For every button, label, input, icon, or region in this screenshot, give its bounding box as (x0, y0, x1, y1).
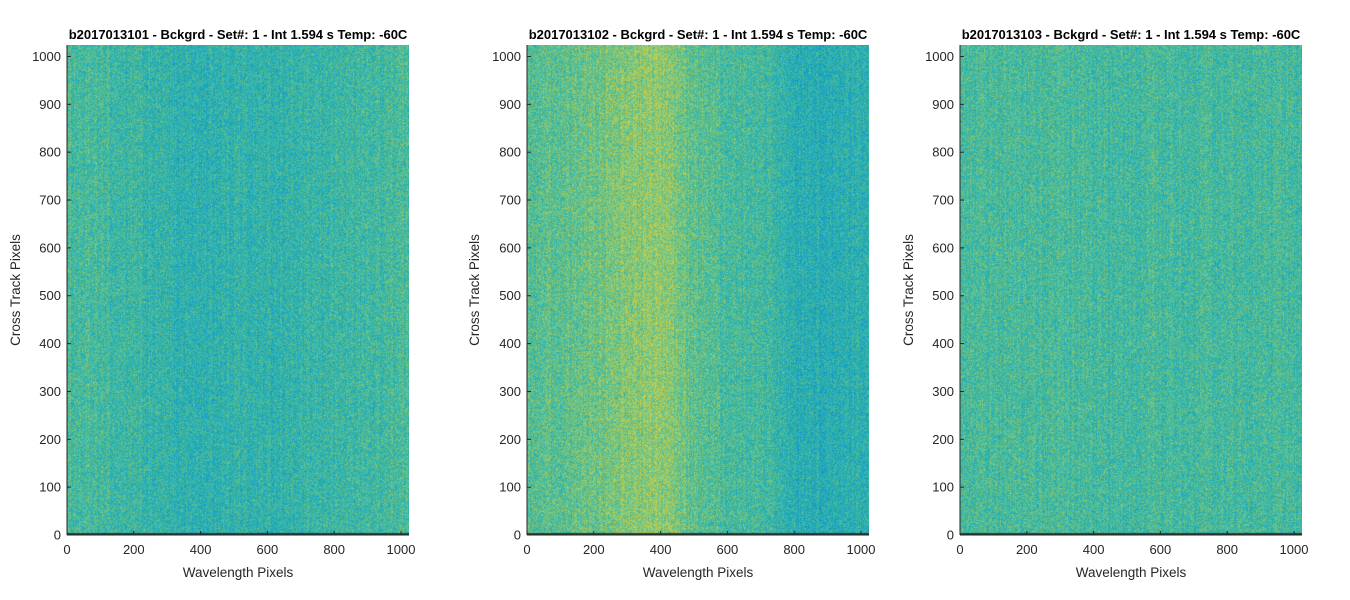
panel-3-y-tick-label-800: 800 (932, 145, 954, 160)
panel-3-x-tick-label-200: 200 (1016, 542, 1038, 557)
panel-3-y-tick-label-500: 500 (932, 288, 954, 303)
panel-3-y-axis-label: Cross Track Pixels (901, 234, 916, 346)
panel-2-y-tick-label-700: 700 (499, 193, 521, 208)
panel-3-y-tick-label-1000: 1000 (925, 49, 954, 64)
panel-2-x-tick-label-400: 400 (650, 542, 672, 557)
panel-2-axes (526, 45, 869, 536)
panel-2-x-tick-label-200: 200 (583, 542, 605, 557)
panel-2-y-tick-label-1000: 1000 (492, 49, 521, 64)
panel-2-x-tick-label-800: 800 (783, 542, 805, 557)
panel-1-y-tick-label-900: 900 (39, 97, 61, 112)
panel-2-y-ticks: 0 100 200 300 400 500 600 700 800 900 1000 (492, 49, 531, 543)
panel-2-y-tick-label-400: 400 (499, 336, 521, 351)
panel-3-x-axis-label: Wavelength Pixels (1076, 565, 1187, 580)
panel-1-y-tick-label-800: 800 (39, 145, 61, 160)
panel-1-x-tick-label-400: 400 (190, 542, 212, 557)
panel-1-y-tick-label-600: 600 (39, 240, 61, 255)
panel-1-y-tick-label-0: 0 (54, 528, 61, 543)
panel-2-y-tick-label-600: 600 (499, 240, 521, 255)
panel-3-y-tick-label-100: 100 (932, 480, 954, 495)
panel-3-x-ticks: 0 200 400 600 800 1000 (956, 531, 1308, 557)
panel-2-y-tick-label-800: 800 (499, 145, 521, 160)
panel-1-x-axis-label: Wavelength Pixels (183, 565, 294, 580)
panel-1-y-tick-label-1000: 1000 (32, 49, 61, 64)
panel-1-y-tick-label-300: 300 (39, 384, 61, 399)
panel-1-x-ticks: 0 200 400 600 800 1000 (63, 531, 415, 557)
panel-3-x-tick-label-1000: 1000 (1280, 542, 1309, 557)
panel-1-y-tick-label-400: 400 (39, 336, 61, 351)
panel-2-x-ticks: 0 200 400 600 800 1000 (523, 531, 875, 557)
panel-3-x-tick-label-800: 800 (1216, 542, 1238, 557)
panel-3-x-tick-label-600: 600 (1150, 542, 1172, 557)
panel-2-x-axis-label: Wavelength Pixels (643, 565, 754, 580)
panel-1-y-tick-label-700: 700 (39, 193, 61, 208)
panel-3: b2017013103 - Bckgrd - Set#: 1 - Int 1.5… (901, 27, 1308, 580)
panel-2-y-tick-label-200: 200 (499, 432, 521, 447)
panel-1-y-tick-label-200: 200 (39, 432, 61, 447)
panel-1-x-tick-label-1000: 1000 (387, 542, 416, 557)
panel-3-y-tick-label-300: 300 (932, 384, 954, 399)
panel-3-x-tick-label-0: 0 (956, 542, 963, 557)
panel-1-y-axis-label: Cross Track Pixels (8, 234, 23, 346)
panel-3-heatmap-image (960, 45, 1302, 535)
panel-3-y-tick-label-600: 600 (932, 240, 954, 255)
panel-2-y-tick-label-300: 300 (499, 384, 521, 399)
panel-3-y-ticks: 0 100 200 300 400 500 600 700 800 900 1000 (925, 49, 964, 543)
panel-1-y-tick-label-500: 500 (39, 288, 61, 303)
panel-2-y-tick-label-500: 500 (499, 288, 521, 303)
panel-2: b2017013102 - Bckgrd - Set#: 1 - Int 1.5… (467, 27, 875, 580)
panel-3-y-tick-label-200: 200 (932, 432, 954, 447)
panel-1-y-ticks: 0 100 200 300 400 500 600 700 800 900 1000 (32, 49, 71, 543)
panel-1-x-tick-label-200: 200 (123, 542, 145, 557)
panel-3-y-tick-label-400: 400 (932, 336, 954, 351)
panel-1-title: b2017013101 - Bckgrd - Set#: 1 - Int 1.5… (69, 27, 408, 42)
panel-1-axes (66, 45, 409, 536)
panel-1-x-tick-label-800: 800 (323, 542, 345, 557)
panel-2-y-axis-label: Cross Track Pixels (467, 234, 482, 346)
panel-2-heatmap-image (527, 45, 869, 535)
panel-2-x-tick-label-0: 0 (523, 542, 530, 557)
panel-1: b2017013101 - Bckgrd - Set#: 1 - Int 1.5… (8, 27, 415, 580)
panel-2-x-tick-label-1000: 1000 (847, 542, 876, 557)
panel-2-y-tick-label-900: 900 (499, 97, 521, 112)
panel-3-title: b2017013103 - Bckgrd - Set#: 1 - Int 1.5… (962, 27, 1301, 42)
panel-1-x-tick-label-0: 0 (63, 542, 70, 557)
panel-2-y-tick-label-0: 0 (514, 528, 521, 543)
panel-1-y-tick-label-100: 100 (39, 480, 61, 495)
panel-3-y-tick-label-0: 0 (947, 528, 954, 543)
panel-3-axes (959, 45, 1302, 536)
panel-1-x-tick-label-600: 600 (257, 542, 279, 557)
panel-2-x-tick-label-600: 600 (717, 542, 739, 557)
panel-2-y-tick-label-100: 100 (499, 480, 521, 495)
panel-1-heatmap-image (67, 45, 409, 535)
panel-3-y-tick-label-900: 900 (932, 97, 954, 112)
panel-3-y-tick-label-700: 700 (932, 193, 954, 208)
panel-3-x-tick-label-400: 400 (1083, 542, 1105, 557)
panel-2-title: b2017013102 - Bckgrd - Set#: 1 - Int 1.5… (529, 27, 868, 42)
